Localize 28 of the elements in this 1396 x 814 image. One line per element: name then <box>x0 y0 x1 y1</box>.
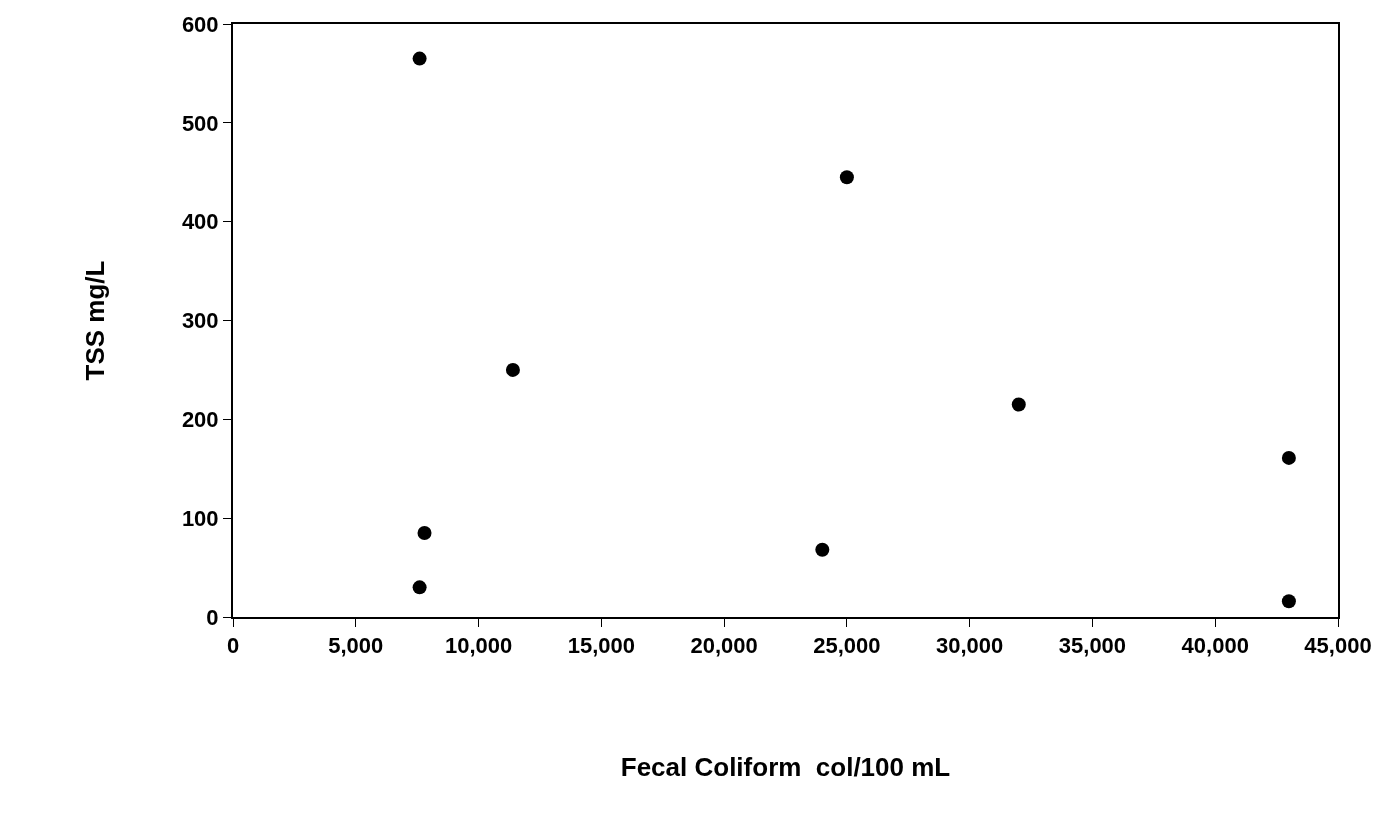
point <box>417 525 432 540</box>
y-tick-label: 100 <box>181 505 219 531</box>
x-tick-label: 5,000 <box>328 633 384 659</box>
point <box>412 51 427 66</box>
y-tick-label: 200 <box>181 407 219 433</box>
x-tick-label: 20,000 <box>690 633 758 659</box>
x-tick-label: 40,000 <box>1181 633 1249 659</box>
y-axis-title: TSS mg/L <box>79 260 110 381</box>
point <box>1011 397 1026 412</box>
point <box>1281 450 1296 465</box>
point <box>505 362 520 377</box>
x-tick-label: 45,000 <box>1304 633 1372 659</box>
x-tick-label: 30,000 <box>936 633 1004 659</box>
x-tick-label: 15,000 <box>567 633 635 659</box>
point <box>815 542 830 557</box>
y-tick-label: 500 <box>181 110 219 136</box>
y-tick-label: 600 <box>181 11 219 37</box>
y-tick-label: 400 <box>181 209 219 235</box>
point <box>839 170 854 185</box>
x-tick-label: 10,000 <box>444 633 513 659</box>
x-axis-title: Fecal Coliform col/100 mL <box>620 751 951 782</box>
x-tick-label: 35,000 <box>1058 633 1127 659</box>
x-tick-label: 25,000 <box>813 633 881 659</box>
y-tick-label: 0 <box>206 604 219 630</box>
point <box>412 580 427 595</box>
y-tick-label: 300 <box>181 308 219 334</box>
x-tick-label: 0 <box>226 633 240 659</box>
point <box>1281 594 1296 609</box>
